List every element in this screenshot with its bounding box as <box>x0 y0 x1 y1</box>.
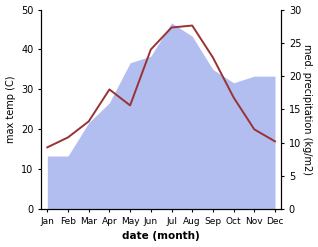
Y-axis label: med. precipitation (kg/m2): med. precipitation (kg/m2) <box>302 44 313 175</box>
Y-axis label: max temp (C): max temp (C) <box>5 76 16 143</box>
X-axis label: date (month): date (month) <box>122 231 200 242</box>
